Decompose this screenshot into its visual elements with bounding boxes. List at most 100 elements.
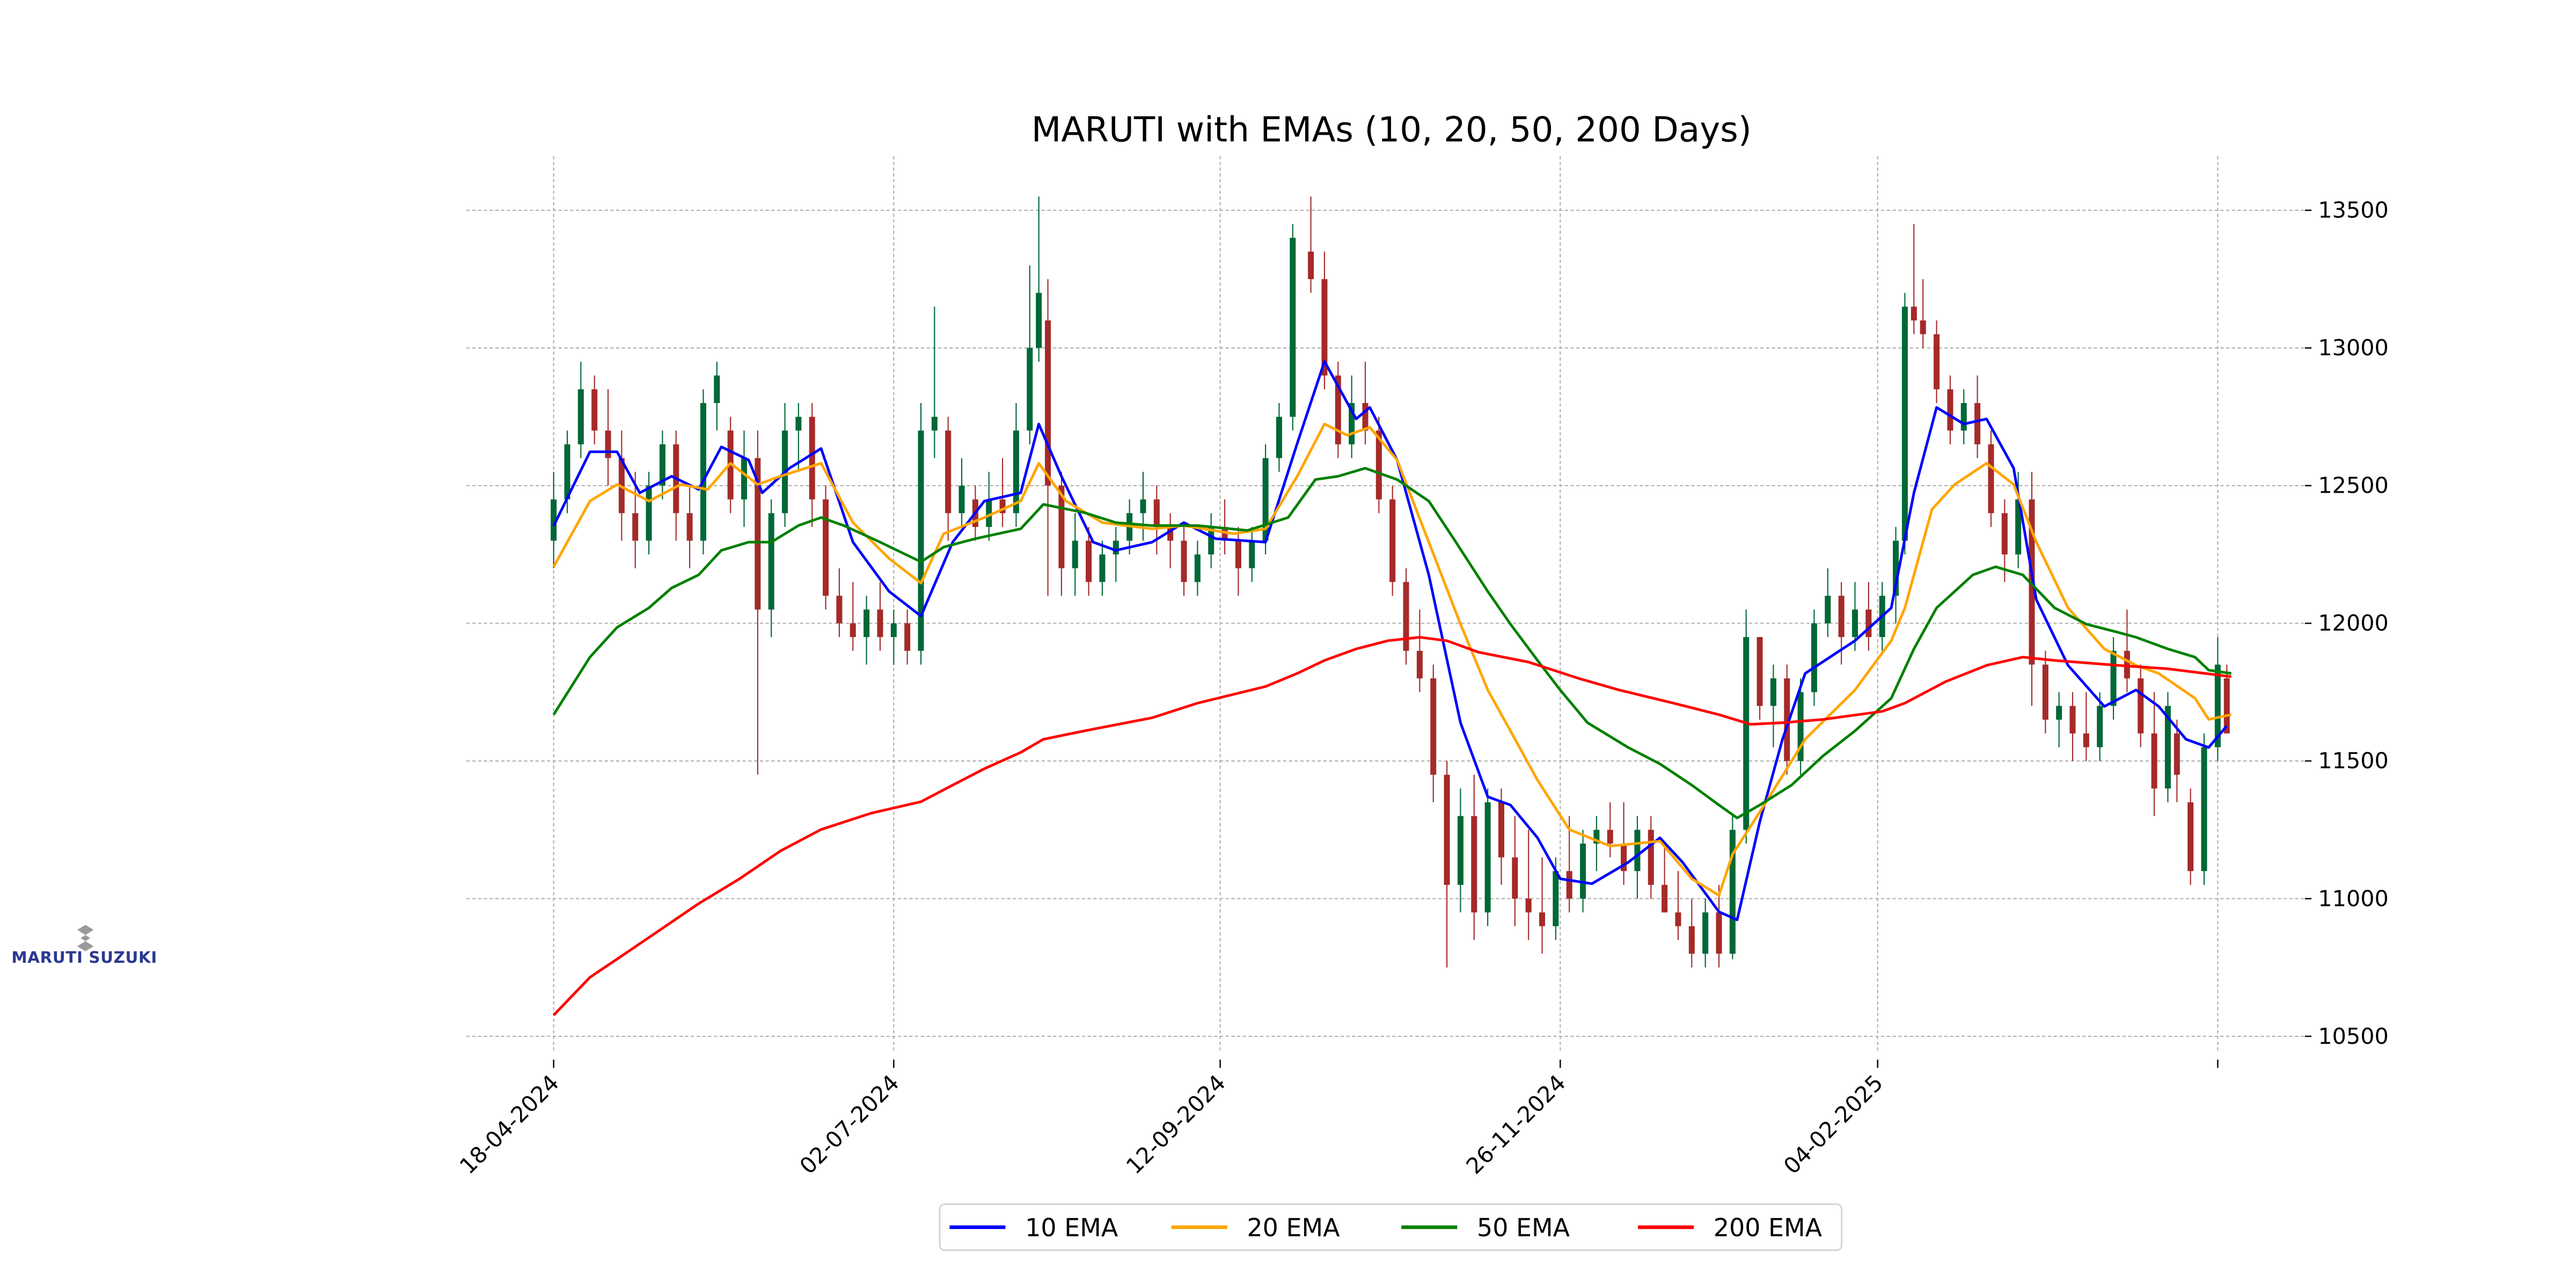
candle-body — [1290, 238, 1296, 417]
ema-line-20-ema — [552, 422, 2232, 897]
candle — [823, 485, 829, 610]
candle — [2124, 609, 2130, 692]
candle-body — [2214, 664, 2221, 748]
candle-body — [1013, 430, 1019, 514]
candle — [2164, 692, 2171, 802]
candle-body — [1113, 540, 1119, 555]
candle — [1825, 568, 1831, 638]
candle-body — [1770, 678, 1776, 706]
candle-body — [1784, 678, 1790, 761]
candle — [1208, 513, 1214, 568]
candle-body — [2001, 513, 2008, 555]
candle — [999, 458, 1006, 527]
candle-body — [1675, 912, 1681, 926]
candle — [551, 472, 557, 568]
candle — [1784, 664, 1790, 775]
y-tick-label: 13000 — [2318, 335, 2388, 361]
candle — [1934, 320, 1940, 403]
candle — [1276, 402, 1282, 472]
candle-body — [1208, 526, 1214, 555]
candle-body — [686, 513, 693, 541]
x-tick-label: 12-09-2024 — [1121, 1070, 1231, 1180]
candle — [1444, 760, 1450, 968]
candle-body — [577, 389, 584, 444]
candle — [1113, 526, 1119, 582]
ema-line-10-ema — [552, 360, 2228, 921]
candle — [1290, 224, 1296, 431]
candle — [659, 430, 665, 500]
candle — [1607, 802, 1613, 858]
y-tick-label: 11500 — [2318, 748, 2388, 774]
candle — [1349, 375, 1355, 458]
candle — [1430, 664, 1437, 802]
candle-body — [809, 416, 815, 500]
ema-lines — [552, 360, 2232, 1016]
candle-body — [863, 609, 870, 638]
candle-body — [823, 499, 829, 596]
candle-body — [1920, 320, 1926, 334]
candle-body — [1403, 582, 1409, 651]
candle-body — [1335, 375, 1341, 444]
legend-label: 200 EMA — [1714, 1213, 1823, 1242]
legend-item: 200 EMA — [1638, 1213, 1823, 1242]
maruti-suzuki-logo: MARUTI SUZUKI — [11, 925, 157, 967]
candle — [1027, 265, 1033, 444]
candle — [1335, 362, 1341, 458]
candle — [1194, 540, 1201, 596]
candle — [1539, 857, 1546, 954]
candle-body — [877, 609, 883, 638]
candle-body — [836, 596, 843, 624]
candle — [1416, 609, 1423, 692]
candle-body — [2029, 499, 2035, 665]
candle — [850, 582, 856, 651]
candle-body — [1249, 540, 1255, 568]
candle-body — [1960, 402, 1967, 431]
candle-body — [700, 402, 706, 541]
x-axis: 18-04-2024 02-07-2024 12-09-2024 26-11-2024… — [455, 1059, 2219, 1180]
candle-body — [1553, 871, 1559, 926]
candle — [1960, 389, 1967, 444]
candle — [646, 472, 652, 555]
candle — [836, 568, 843, 638]
candle — [1375, 416, 1382, 514]
candle-body — [1362, 402, 1368, 431]
candle — [2097, 692, 2103, 761]
candle-body — [1072, 540, 1078, 568]
candle-body — [2138, 678, 2144, 734]
candle — [1729, 816, 1736, 960]
legend-item: 20 EMA — [1171, 1213, 1340, 1242]
y-tick-label: 12500 — [2318, 473, 2388, 499]
candle — [1757, 637, 1763, 720]
candle-body — [714, 375, 720, 403]
candle-body — [1140, 499, 1146, 514]
candle — [904, 609, 911, 665]
candle — [1167, 513, 1174, 568]
candle — [1235, 526, 1241, 596]
candle-body — [1911, 306, 1917, 321]
candle-body — [1580, 843, 1586, 899]
x-tick-label: 18-04-2024 — [455, 1070, 564, 1180]
candle-body — [646, 485, 652, 541]
suzuki-s-emblem-icon — [77, 925, 94, 952]
candle — [1036, 196, 1042, 362]
candle — [1249, 526, 1255, 582]
candle-body — [1194, 554, 1201, 582]
candle-body — [1893, 540, 1899, 596]
candle — [1662, 843, 1668, 913]
candle — [1099, 540, 1106, 596]
candle-body — [1167, 526, 1174, 541]
candle-body — [2187, 802, 2194, 872]
candle — [1974, 375, 1981, 458]
candle — [1362, 362, 1368, 444]
candle — [714, 362, 720, 431]
candle-body — [1235, 540, 1241, 568]
candles — [551, 196, 2230, 968]
candle — [931, 306, 938, 458]
candle-body — [1838, 596, 1845, 638]
legend-item: 10 EMA — [949, 1213, 1118, 1242]
candle-body — [1027, 348, 1033, 431]
candle-body — [1430, 678, 1437, 775]
candle — [1013, 402, 1019, 527]
candle — [1072, 513, 1078, 596]
candle — [2042, 650, 2048, 734]
